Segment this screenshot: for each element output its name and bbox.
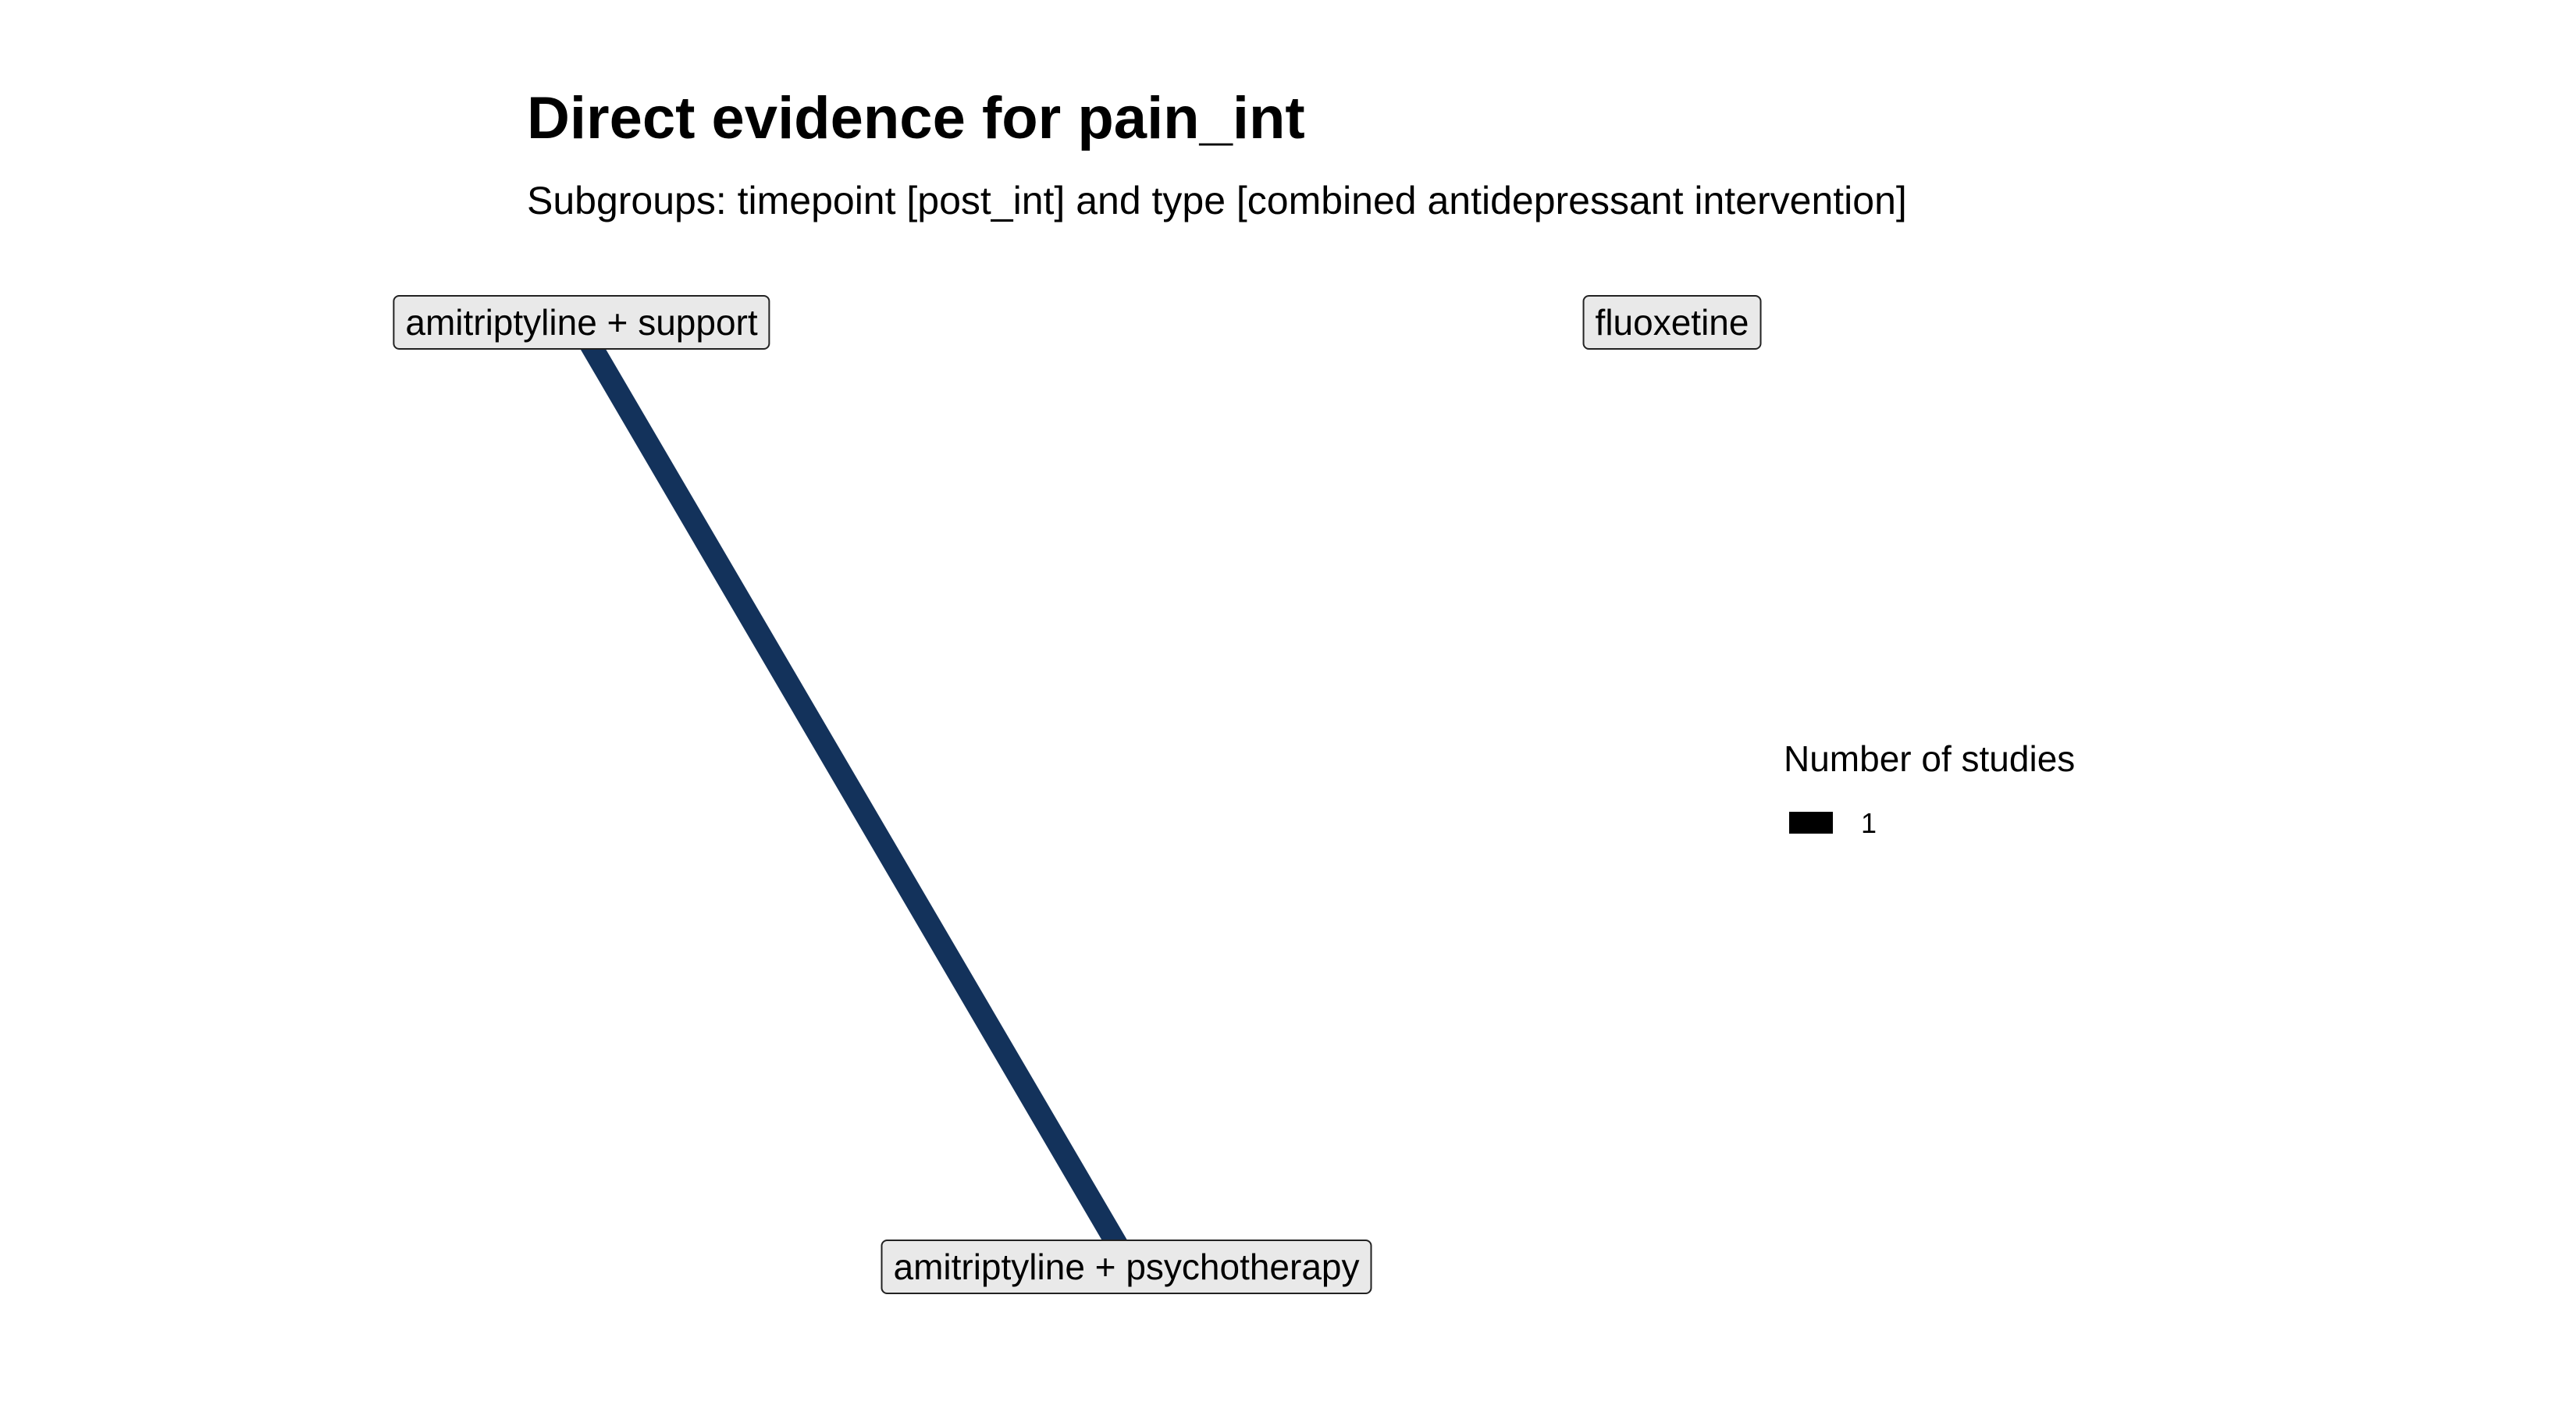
node-amitriptyline-psychotherapy: amitriptyline + psychotherapy [881, 1240, 1372, 1294]
chart-subtitle: Subgroups: timepoint [post_int] and type… [527, 179, 1907, 222]
legend-title: Number of studies [1784, 738, 2076, 779]
node-amitriptyline-support: amitriptyline + support [393, 295, 770, 350]
chart-title: Direct evidence for pain_int [527, 85, 1305, 151]
legend-key-label: 1 [1861, 807, 1877, 839]
node-fluoxetine: fluoxetine [1582, 295, 1762, 350]
legend-key-swatch [1789, 812, 1833, 834]
edge-amitriptyline-support-to-psychotherapy [577, 333, 1128, 1252]
